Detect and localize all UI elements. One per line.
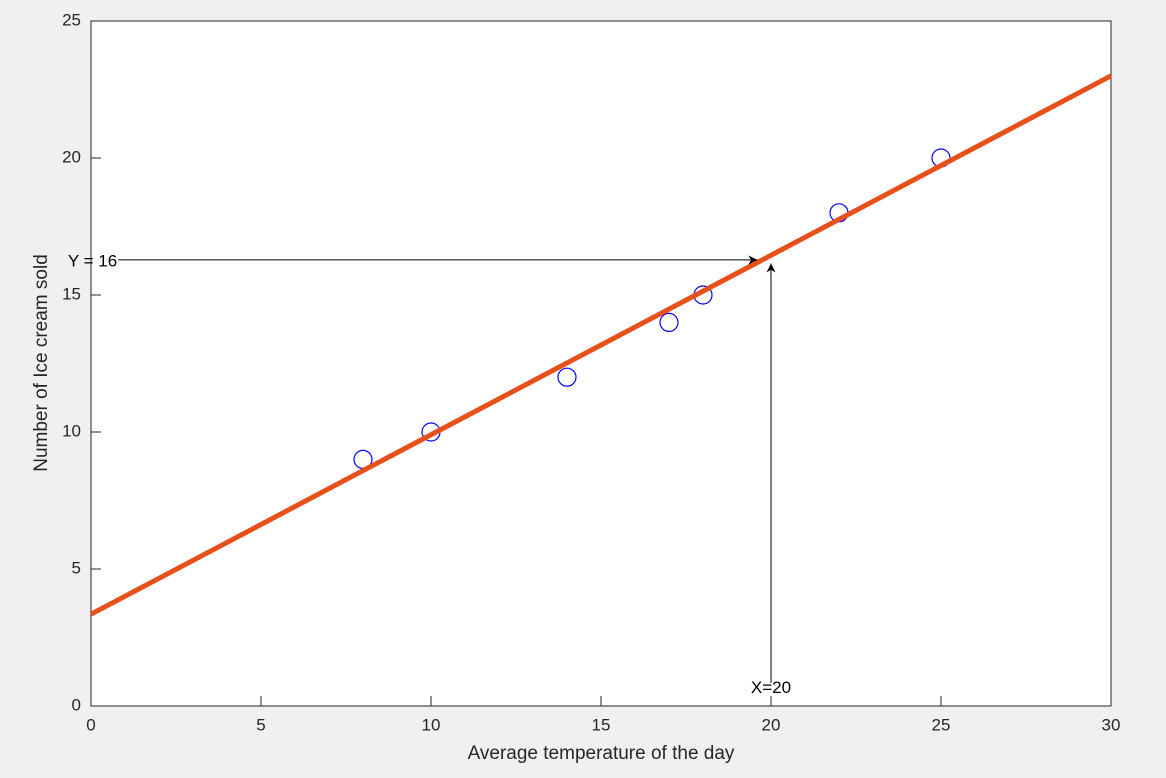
y-tick-label: 5: [72, 558, 81, 577]
x-tick-label: 0: [86, 715, 95, 734]
x-tick-label: 20: [762, 715, 781, 734]
x-tick-label: 10: [422, 715, 441, 734]
y-tick-label: 20: [62, 147, 81, 166]
y-axis-label: Number of Ice cream sold: [31, 254, 52, 472]
fit-line: [89, 73, 1113, 617]
scatter-point: [659, 312, 679, 332]
y-tick-label: 15: [62, 284, 81, 303]
y-tick-label: 0: [72, 695, 81, 714]
scatter-point: [557, 367, 577, 387]
y-tick-label: 25: [62, 10, 81, 29]
x-tick-label: 25: [932, 715, 951, 734]
x-tick-label: 5: [256, 715, 265, 734]
y-tick-label: 10: [62, 421, 81, 440]
axes-box: [90, 20, 1112, 707]
x-axis-label: Average temperature of the day: [468, 743, 735, 764]
plot-area: [91, 21, 1111, 706]
x-tick-label: 30: [1102, 715, 1121, 734]
annotation-text: Y = 16: [68, 251, 117, 270]
x-tick-label: 15: [592, 715, 611, 734]
annotation-text: X=20: [751, 678, 791, 697]
